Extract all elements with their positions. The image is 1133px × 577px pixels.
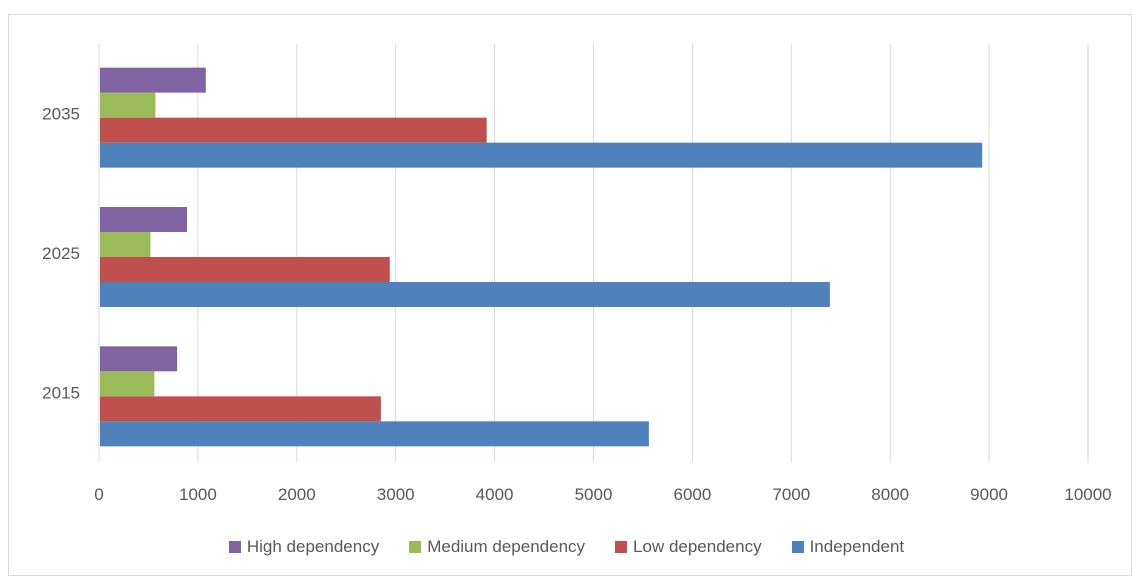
bar-low-dependency-2025 (100, 257, 390, 282)
x-tick-label: 6000 (673, 485, 711, 504)
bar-low-dependency-2035 (100, 117, 487, 143)
legend-label: Medium dependency (427, 537, 586, 556)
x-tick-label: 2000 (278, 485, 316, 504)
legend-swatch (615, 541, 628, 553)
bar-medium-dependency-2025 (100, 232, 151, 257)
legend-swatch (228, 541, 241, 553)
x-tick-label: 4000 (476, 485, 514, 504)
y-tick-label: 2015 (42, 383, 80, 402)
x-tick-label: 3000 (377, 485, 415, 504)
x-tick-label: 5000 (575, 485, 613, 504)
legend-item: Medium dependency (409, 537, 585, 557)
legend-item: Low dependency (615, 537, 762, 557)
bar-low-dependency-2015 (100, 396, 381, 422)
x-tick-label: 8000 (871, 485, 909, 504)
legend-item: Independent (791, 537, 905, 557)
legend-item: High dependency (228, 537, 380, 557)
bar-high-dependency-2015 (100, 346, 178, 372)
legend-label: Independent (809, 537, 905, 556)
y-tick-label: 2025 (42, 244, 80, 263)
legend-swatch (409, 541, 422, 553)
bar-independent-2035 (100, 142, 983, 168)
x-tick-label: 1000 (179, 485, 217, 504)
bar-high-dependency-2035 (100, 67, 206, 93)
chart-legend: High dependency Medium dependency Low depe… (0, 532, 1133, 562)
x-tick-label: 10000 (1064, 485, 1111, 504)
legend-swatch (791, 541, 804, 553)
legend-label: Low dependency (633, 537, 762, 556)
x-tick-label: 0 (94, 485, 103, 504)
bar-medium-dependency-2035 (100, 92, 156, 118)
bar-high-dependency-2025 (100, 207, 188, 232)
bar-independent-2025 (100, 282, 830, 307)
y-tick-label: 2035 (42, 105, 80, 124)
bar-independent-2015 (100, 421, 649, 447)
legend-label: High dependency (246, 537, 380, 556)
x-tick-label: 7000 (772, 485, 810, 504)
x-tick-label: 9000 (970, 485, 1008, 504)
bar-medium-dependency-2015 (100, 371, 155, 397)
